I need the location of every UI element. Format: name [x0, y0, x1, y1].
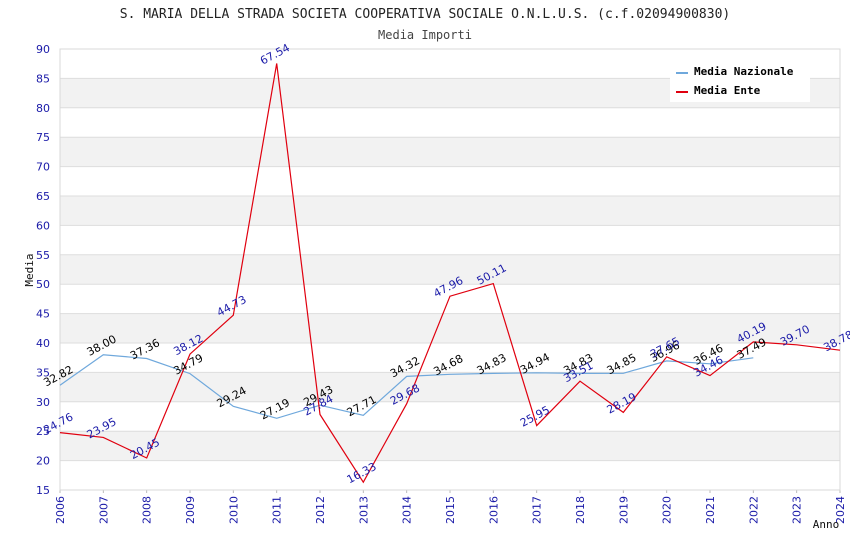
y-tick-label: 80 — [36, 102, 50, 115]
x-tick-label: 2023 — [791, 496, 804, 524]
data-label-media-ente: 25.95 — [518, 403, 552, 429]
series-line-media-ente — [59, 63, 841, 484]
y-tick-label: 55 — [36, 249, 50, 262]
x-tick-label: 2022 — [747, 496, 760, 524]
legend-box — [670, 60, 810, 102]
x-tick-label: 2018 — [574, 496, 587, 524]
y-tick-label: 40 — [36, 337, 50, 350]
x-tick-label: 2020 — [661, 496, 674, 524]
x-tick-label: 2015 — [444, 496, 457, 524]
plot-band — [60, 137, 840, 167]
y-tick-label: 20 — [36, 455, 50, 468]
x-tick-label: 2016 — [487, 496, 500, 524]
y-tick-label: 45 — [36, 308, 50, 321]
y-tick-label: 75 — [36, 131, 50, 144]
data-label-media-ente: 67.54 — [258, 41, 292, 67]
x-tick-label: 2011 — [271, 496, 284, 524]
x-tick-label: 2008 — [141, 496, 154, 524]
x-tick-label: 2012 — [314, 496, 327, 524]
x-tick-label: 2021 — [704, 496, 717, 524]
y-tick-label: 30 — [36, 396, 50, 409]
x-tick-label: 2019 — [617, 496, 630, 524]
x-tick-label: 2010 — [227, 496, 240, 524]
y-tick-label: 25 — [36, 425, 50, 438]
plot-band — [60, 254, 840, 285]
legend: Media Nazionale Media Ente — [670, 60, 810, 102]
legend-label-media-ente: Media Ente — [694, 84, 761, 97]
x-tick-labels: 2006 2007 2008 2009 2010 2011 2012 2013 2014 2015… — [54, 496, 847, 524]
x-tick-label: 2024 — [834, 496, 847, 524]
y-tick-label: 90 — [36, 43, 50, 56]
y-tick-label: 50 — [36, 278, 50, 291]
plot-band — [60, 313, 840, 343]
series-lines — [59, 63, 841, 484]
plot-band — [60, 372, 840, 402]
y-tick-label: 15 — [36, 484, 50, 497]
legend-label-media-nazionale: Media Nazionale — [694, 65, 794, 78]
data-label-media-ente: 16.33 — [345, 460, 379, 486]
y-tick-label: 65 — [36, 190, 50, 203]
x-tick-label: 2017 — [531, 496, 544, 524]
plot-band — [60, 196, 840, 226]
chart-title: S. MARIA DELLA STRADA SOCIETA COOPERATIV… — [120, 7, 730, 22]
plot-band — [60, 431, 840, 461]
chart-subtitle: Media Importi — [378, 28, 472, 42]
y-axis-label: Media — [23, 253, 36, 286]
x-tick-label: 2013 — [357, 496, 370, 524]
x-tick-label: 2006 — [54, 496, 67, 524]
y-tick-labels: 15 20 25 30 35 40 45 50 55 60 65 70 75 80 85 90 — [36, 43, 50, 497]
x-axis-label: Anno — [813, 518, 840, 531]
plot-bands — [60, 78, 840, 461]
y-tick-label: 70 — [36, 161, 50, 174]
y-tick-label: 35 — [36, 366, 50, 379]
y-tick-label: 60 — [36, 219, 50, 232]
y-tick-label: 85 — [36, 72, 50, 85]
x-tick-label: 2007 — [97, 496, 110, 524]
series-line-media-nazionale — [59, 354, 754, 419]
plot-frame — [59, 48, 841, 491]
x-tick-label: 2014 — [401, 496, 414, 524]
x-tick-label: 2009 — [184, 496, 197, 524]
